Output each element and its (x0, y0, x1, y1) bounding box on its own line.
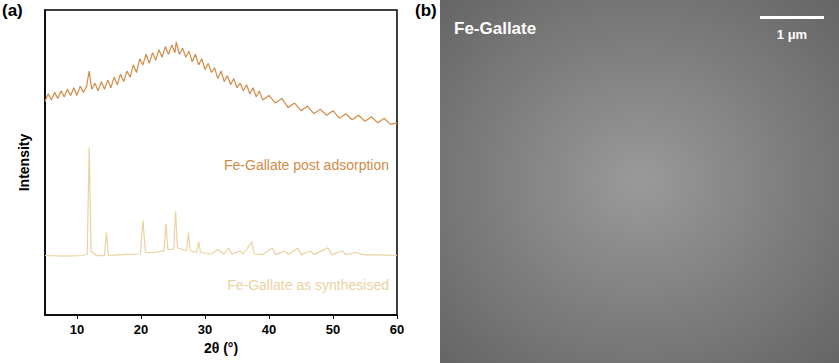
svg-text:2θ (°): 2θ (°) (204, 340, 238, 356)
svg-text:40: 40 (262, 322, 276, 337)
svg-text:Fe-Gallate post adsorption: Fe-Gallate post adsorption (224, 157, 389, 173)
svg-text:20: 20 (134, 322, 148, 337)
svg-text:(a): (a) (2, 1, 23, 20)
svg-text:10: 10 (70, 322, 84, 337)
svg-text:60: 60 (390, 322, 404, 337)
svg-text:Fe-Gallate: Fe-Gallate (454, 19, 536, 38)
svg-text:Intensity: Intensity (16, 134, 32, 192)
svg-text:50: 50 (326, 322, 340, 337)
svg-text:30: 30 (198, 322, 212, 337)
svg-text:1 μm: 1 μm (777, 27, 807, 42)
svg-text:Fe-Gallate as synthesised: Fe-Gallate as synthesised (227, 277, 389, 293)
svg-text:(b): (b) (415, 1, 437, 20)
